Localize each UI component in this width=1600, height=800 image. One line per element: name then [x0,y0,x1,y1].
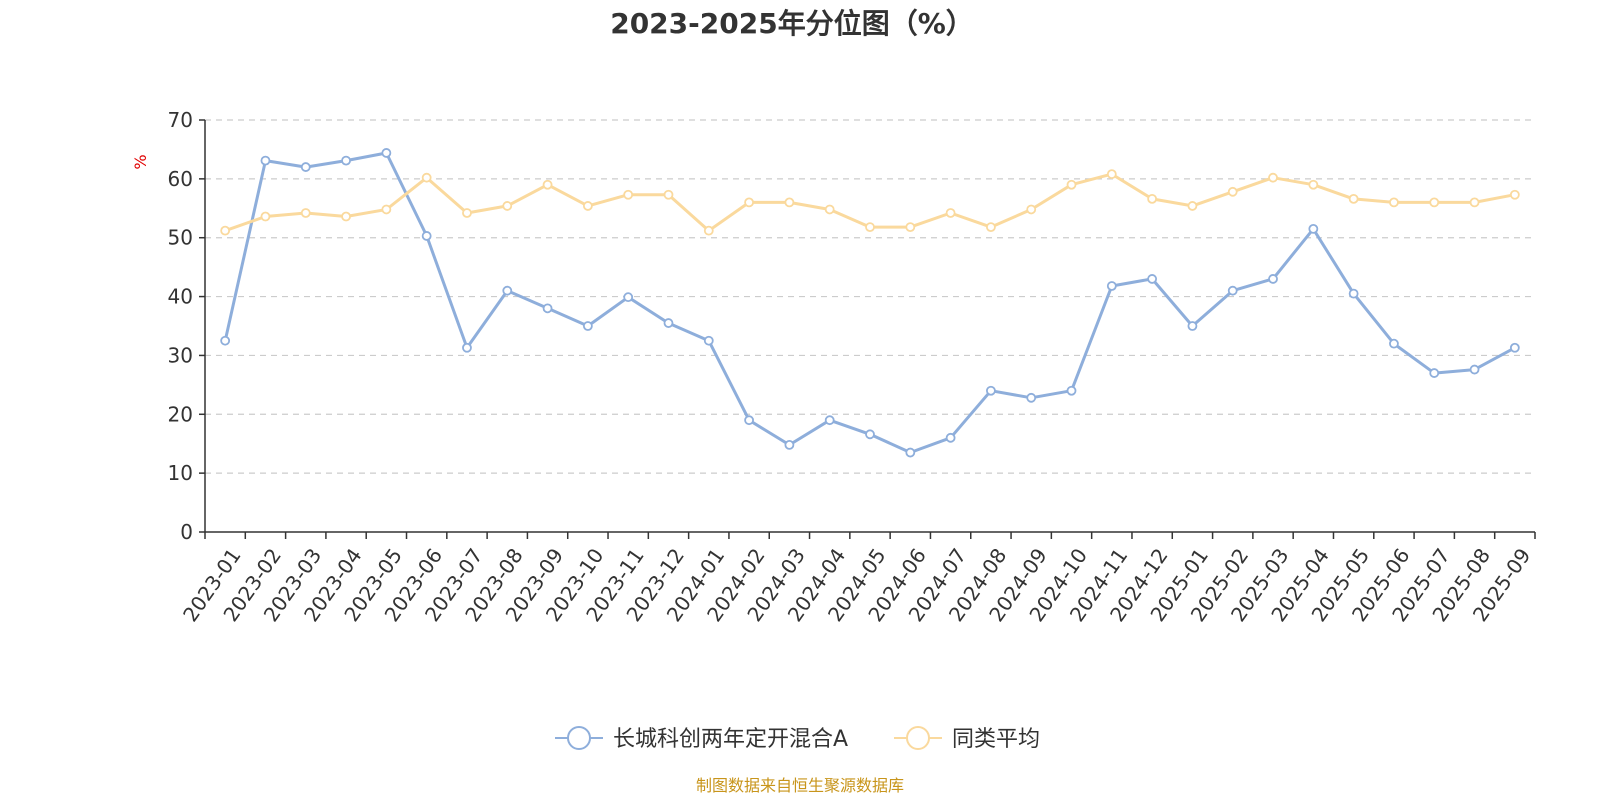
data-point[interactable] [542,303,553,314]
data-point[interactable] [1509,342,1520,353]
data-point[interactable] [945,432,956,443]
data-point[interactable] [462,342,472,353]
data-point[interactable] [1509,189,1520,200]
data-point[interactable] [381,204,392,215]
y-tick-label: 60 [168,167,193,191]
data-point[interactable] [542,179,553,190]
data-point[interactable] [502,285,513,296]
series-lines [220,148,1520,458]
data-point[interactable] [824,204,835,215]
axes: 0102030405060702023-012023-022023-032023… [168,108,1536,626]
data-point[interactable] [421,231,432,241]
data-point[interactable] [260,155,271,166]
grid-lines [205,119,1535,474]
data-point[interactable] [1066,385,1077,396]
y-tick-label: 30 [168,343,193,367]
data-point[interactable] [1469,197,1480,208]
data-point[interactable] [905,222,916,233]
data-source-note: 制图数据来自恒生聚源数据库 [696,776,904,795]
data-point[interactable] [986,222,996,233]
data-point[interactable] [462,208,472,218]
data-point[interactable] [341,155,351,166]
data-point[interactable] [824,415,835,426]
data-point[interactable] [623,292,634,303]
data-point[interactable] [421,172,432,183]
data-point[interactable] [1268,172,1278,183]
legend-label: 同类平均 [952,727,1040,752]
data-point[interactable] [1268,274,1278,284]
y-tick-label: 50 [168,226,193,250]
data-point[interactable] [1348,288,1359,299]
data-point[interactable] [1106,169,1117,180]
y-tick-label: 40 [168,285,193,309]
data-point[interactable] [1389,338,1399,349]
data-point[interactable] [1106,281,1117,291]
y-tick-label: 0 [180,520,193,544]
data-point[interactable] [1147,193,1158,204]
data-point[interactable] [1066,179,1077,190]
data-point[interactable] [905,447,916,458]
data-point[interactable] [1227,186,1238,197]
data-point[interactable] [1026,204,1037,215]
data-point[interactable] [1389,197,1399,208]
legend-item-1[interactable]: 同类平均 [894,726,1040,752]
data-point[interactable] [703,225,714,236]
data-point[interactable] [300,162,311,172]
chart-title: 2023-2025年分位图（%） [610,7,974,40]
data-point[interactable] [1429,368,1440,378]
data-point[interactable] [502,201,513,211]
data-point[interactable] [220,335,231,346]
data-point[interactable] [986,385,996,396]
y-tick-label: 70 [168,108,193,132]
data-point[interactable] [1026,392,1037,403]
data-point[interactable] [300,208,311,218]
legend-item-0[interactable]: 长城科创两年定开混合A [555,726,848,752]
data-point[interactable] [1147,274,1158,284]
data-point[interactable] [945,208,956,218]
data-point[interactable] [1429,197,1440,208]
legend-circle-icon [567,726,591,750]
data-point[interactable] [220,225,231,236]
data-point[interactable] [260,211,271,222]
data-point[interactable] [1308,179,1319,190]
data-point[interactable] [663,189,674,200]
data-point[interactable] [623,189,634,200]
data-point[interactable] [784,197,795,208]
legend-label: 长城科创两年定开混合A [613,727,848,752]
data-point[interactable] [381,148,392,158]
series-line-0 [223,151,1516,454]
data-point[interactable] [663,318,674,328]
data-point[interactable] [744,415,754,426]
data-point[interactable] [582,201,593,211]
data-point[interactable] [1348,193,1359,204]
data-point[interactable] [703,335,714,346]
data-point[interactable] [1187,201,1198,211]
data-point[interactable] [744,197,754,208]
data-point[interactable] [865,429,875,440]
data-point[interactable] [784,439,795,450]
data-point[interactable] [1308,223,1319,234]
legend-circle-icon [906,726,930,750]
data-point[interactable] [1187,321,1198,331]
legend[interactable]: 长城科创两年定开混合A 同类平均 [555,726,1040,752]
data-point[interactable] [1469,364,1480,375]
data-point[interactable] [865,222,875,233]
y-tick-label: 10 [168,461,193,485]
y-axis-unit: % [131,154,150,169]
data-point[interactable] [341,211,351,222]
y-tick-label: 20 [168,402,193,426]
data-point[interactable] [1227,285,1238,296]
data-point[interactable] [582,321,593,331]
